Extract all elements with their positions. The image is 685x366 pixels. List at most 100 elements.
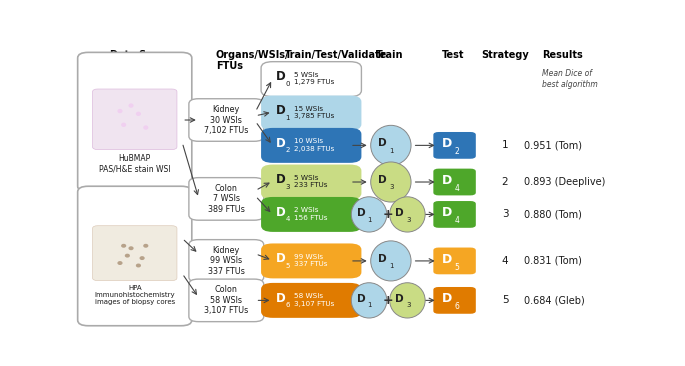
FancyBboxPatch shape bbox=[261, 128, 362, 163]
Text: D: D bbox=[276, 137, 286, 150]
Ellipse shape bbox=[129, 103, 134, 108]
Text: Results: Results bbox=[543, 49, 583, 60]
Text: Kidney
99 WSIs
337 FTUs: Kidney 99 WSIs 337 FTUs bbox=[208, 246, 245, 276]
Text: Train/Test/Validate
Data Split: Train/Test/Validate Data Split bbox=[285, 49, 387, 71]
FancyBboxPatch shape bbox=[261, 96, 362, 130]
FancyBboxPatch shape bbox=[189, 279, 264, 322]
Ellipse shape bbox=[136, 112, 141, 116]
FancyBboxPatch shape bbox=[434, 201, 476, 228]
Text: HuBMAP
PAS/H&E stain WSI: HuBMAP PAS/H&E stain WSI bbox=[99, 154, 171, 173]
Text: 5: 5 bbox=[501, 295, 508, 305]
Text: D: D bbox=[442, 253, 452, 266]
Text: 5 WSIs
233 FTUs: 5 WSIs 233 FTUs bbox=[294, 175, 327, 188]
Text: D: D bbox=[357, 294, 366, 304]
Text: 1: 1 bbox=[368, 302, 372, 309]
Ellipse shape bbox=[371, 162, 411, 202]
Text: 1: 1 bbox=[501, 141, 508, 150]
FancyBboxPatch shape bbox=[77, 52, 192, 192]
Text: Data Sources: Data Sources bbox=[110, 49, 182, 60]
Ellipse shape bbox=[371, 241, 411, 281]
Text: 0.831 (Tom): 0.831 (Tom) bbox=[523, 256, 582, 266]
Text: 3: 3 bbox=[286, 184, 290, 190]
Text: D: D bbox=[442, 174, 452, 187]
Text: 5: 5 bbox=[286, 263, 290, 269]
Ellipse shape bbox=[136, 264, 141, 268]
Text: D: D bbox=[276, 104, 286, 117]
Text: Colon
7 WSIs
389 FTUs: Colon 7 WSIs 389 FTUs bbox=[208, 184, 245, 214]
FancyBboxPatch shape bbox=[434, 287, 476, 314]
Text: 1: 1 bbox=[389, 263, 393, 269]
Text: D: D bbox=[276, 252, 286, 265]
Text: 15 WSIs
3,785 FTUs: 15 WSIs 3,785 FTUs bbox=[294, 106, 334, 119]
Text: D: D bbox=[442, 292, 452, 305]
Text: D: D bbox=[378, 175, 387, 185]
Text: D: D bbox=[276, 206, 286, 219]
Ellipse shape bbox=[105, 232, 164, 274]
Text: 1: 1 bbox=[368, 217, 372, 223]
Text: 99 WSIs
337 FTUs: 99 WSIs 337 FTUs bbox=[294, 254, 327, 267]
Ellipse shape bbox=[121, 123, 126, 127]
FancyBboxPatch shape bbox=[77, 186, 192, 326]
Text: +: + bbox=[383, 208, 394, 221]
Text: 3: 3 bbox=[501, 209, 508, 220]
Ellipse shape bbox=[143, 244, 149, 248]
Text: 1: 1 bbox=[286, 115, 290, 121]
Text: +: + bbox=[383, 294, 394, 307]
Text: 3: 3 bbox=[406, 217, 410, 223]
Ellipse shape bbox=[351, 283, 387, 318]
Text: 4: 4 bbox=[454, 216, 459, 225]
Text: 4: 4 bbox=[454, 184, 459, 193]
Text: 3: 3 bbox=[389, 184, 393, 190]
Text: D: D bbox=[357, 208, 366, 218]
Text: Mean Dice of
best algorithm: Mean Dice of best algorithm bbox=[543, 69, 598, 89]
Text: D: D bbox=[395, 208, 404, 218]
FancyBboxPatch shape bbox=[261, 243, 362, 279]
Text: 2: 2 bbox=[454, 147, 459, 156]
Text: D: D bbox=[395, 294, 404, 304]
Ellipse shape bbox=[351, 197, 387, 232]
Ellipse shape bbox=[390, 197, 425, 232]
Text: 1: 1 bbox=[389, 148, 393, 154]
Text: 3: 3 bbox=[406, 302, 410, 309]
Text: 5: 5 bbox=[454, 263, 459, 272]
Text: D: D bbox=[276, 292, 286, 305]
Text: D: D bbox=[276, 173, 286, 186]
Text: Test: Test bbox=[443, 49, 464, 60]
Text: Strategy: Strategy bbox=[481, 49, 529, 60]
Text: Train: Train bbox=[375, 49, 403, 60]
Text: HPA
Immunohistochemistry
images of biopsy cores: HPA Immunohistochemistry images of biops… bbox=[95, 285, 175, 305]
FancyBboxPatch shape bbox=[261, 283, 362, 318]
FancyBboxPatch shape bbox=[434, 169, 476, 195]
Text: D: D bbox=[442, 206, 452, 219]
Text: 4: 4 bbox=[286, 216, 290, 223]
Text: D: D bbox=[276, 70, 286, 83]
Text: D: D bbox=[378, 254, 387, 264]
Text: 10 WSIs
2,038 FTUs: 10 WSIs 2,038 FTUs bbox=[294, 138, 334, 152]
FancyBboxPatch shape bbox=[434, 247, 476, 274]
FancyBboxPatch shape bbox=[189, 178, 264, 220]
Text: D: D bbox=[378, 138, 387, 148]
Text: 0.951 (Tom): 0.951 (Tom) bbox=[523, 141, 582, 150]
Ellipse shape bbox=[125, 254, 130, 258]
Text: 2: 2 bbox=[286, 147, 290, 153]
Ellipse shape bbox=[121, 244, 126, 248]
FancyBboxPatch shape bbox=[189, 99, 264, 141]
Text: 2 WSIs
156 FTUs: 2 WSIs 156 FTUs bbox=[294, 207, 327, 221]
Text: Kidney
30 WSIs
7,102 FTUs: Kidney 30 WSIs 7,102 FTUs bbox=[204, 105, 249, 135]
FancyBboxPatch shape bbox=[189, 240, 264, 282]
FancyBboxPatch shape bbox=[92, 226, 177, 281]
Text: 4: 4 bbox=[501, 256, 508, 266]
Ellipse shape bbox=[129, 246, 134, 250]
Ellipse shape bbox=[117, 261, 123, 265]
Ellipse shape bbox=[140, 256, 145, 260]
Ellipse shape bbox=[371, 125, 411, 165]
Text: 0.893 (Deeplive): 0.893 (Deeplive) bbox=[523, 177, 605, 187]
Text: 0: 0 bbox=[286, 81, 290, 87]
FancyBboxPatch shape bbox=[261, 165, 362, 199]
Ellipse shape bbox=[117, 109, 123, 113]
FancyBboxPatch shape bbox=[261, 62, 362, 97]
Ellipse shape bbox=[390, 283, 425, 318]
Text: 0.684 (Gleb): 0.684 (Gleb) bbox=[523, 295, 584, 305]
Text: D: D bbox=[442, 137, 452, 150]
Text: 5 WSIs
1,279 FTUs: 5 WSIs 1,279 FTUs bbox=[294, 72, 334, 85]
